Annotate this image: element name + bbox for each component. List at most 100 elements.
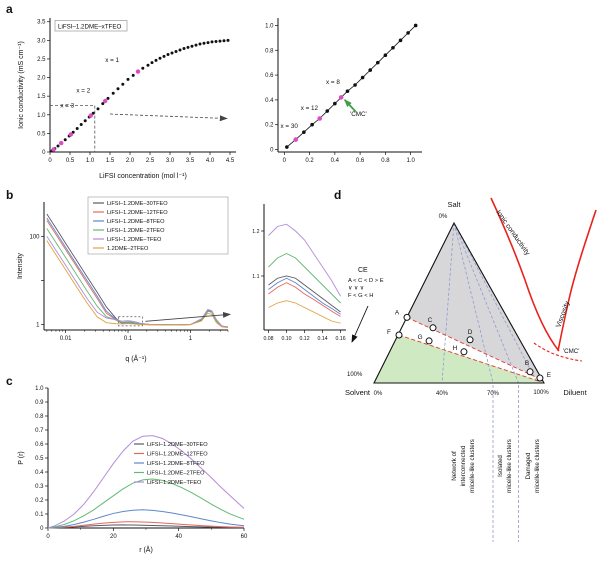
cmc-dashed-curve bbox=[533, 342, 583, 362]
svg-text:1.0: 1.0 bbox=[265, 23, 274, 29]
svg-text:F < G < H: F < G < H bbox=[348, 293, 373, 299]
svg-text:LiFSI concentration (mol l⁻¹): LiFSI concentration (mol l⁻¹) bbox=[99, 173, 187, 180]
panel-a-zoom-chart: 0 0.2 0.4 0.6 0.8 1.0 0 0.2 0.4 0.6 0.8 1.0 x = 30 x … bbox=[265, 18, 422, 164]
a-right-highlight-points bbox=[293, 95, 344, 142]
svg-text:C: C bbox=[428, 317, 433, 324]
panel-d-ternary-diagram: Ionic conductivity Viscosity 'CMC' A F C G D H B E… bbox=[345, 197, 597, 542]
svg-text:LiFSI–1.2DME–30TFEO: LiFSI–1.2DME–30TFEO bbox=[147, 442, 208, 448]
svg-text:Salt: Salt bbox=[448, 200, 462, 209]
composition-points: A F C G D H B E bbox=[387, 309, 551, 382]
svg-text:3.5: 3.5 bbox=[37, 20, 46, 26]
panel-d-label: d bbox=[334, 188, 342, 202]
panel-c-pr-chart: 0 20 40 60 0 0.1 0.2 0.3 0.4 0.5 0.6 0.7 0.8 0.9 1.0 r … bbox=[18, 386, 248, 554]
svg-text:1.2: 1.2 bbox=[252, 229, 259, 235]
zoom-arrow bbox=[145, 311, 231, 322]
svg-text:60: 60 bbox=[241, 534, 248, 540]
svg-text:0%: 0% bbox=[374, 391, 383, 397]
svg-text:0.6: 0.6 bbox=[35, 442, 44, 448]
svg-text:interconnected: interconnected bbox=[460, 445, 467, 486]
svg-text:LiFSI–1.2DME–2TFEO: LiFSI–1.2DME–2TFEO bbox=[107, 228, 165, 234]
svg-text:x = 3: x = 3 bbox=[60, 102, 74, 109]
panel-b-saxs-chart: 0.01 0.1 1 1 100 q (Å⁻¹) Intensity LiFSI–1.2DME… bbox=[17, 196, 231, 363]
svg-text:4.0: 4.0 bbox=[206, 158, 215, 164]
svg-text:LiFSI–1.2DME–30TFEO: LiFSI–1.2DME–30TFEO bbox=[107, 201, 168, 207]
ce-axis-arrow bbox=[351, 305, 369, 343]
svg-text:x = 30: x = 30 bbox=[281, 123, 299, 130]
svg-text:0.9: 0.9 bbox=[35, 400, 44, 406]
svg-text:100%: 100% bbox=[347, 372, 363, 378]
svg-text:∨ ∨ ∨: ∨ ∨ ∨ bbox=[348, 286, 364, 292]
svg-text:x = 12: x = 12 bbox=[301, 105, 319, 112]
svg-text:1.0: 1.0 bbox=[406, 158, 415, 164]
svg-text:Isolated: Isolated bbox=[497, 455, 504, 477]
svg-text:100%: 100% bbox=[533, 390, 549, 396]
svg-text:P (r): P (r) bbox=[18, 451, 25, 464]
b-series-5 bbox=[46, 240, 229, 329]
svg-text:0.4: 0.4 bbox=[265, 98, 274, 104]
a-right-series bbox=[285, 23, 418, 149]
svg-text:0: 0 bbox=[283, 158, 287, 164]
svg-text:x = 8: x = 8 bbox=[326, 79, 340, 86]
svg-text:0: 0 bbox=[270, 148, 274, 154]
b-legend: LiFSI–1.2DME–30TFEO LiFSI–1.2DME–12TFEO Li… bbox=[87, 196, 229, 255]
svg-text:x = 1: x = 1 bbox=[105, 57, 119, 64]
svg-text:1.0: 1.0 bbox=[37, 113, 46, 119]
svg-text:1.0: 1.0 bbox=[35, 386, 44, 392]
svg-text:0.2: 0.2 bbox=[35, 498, 44, 504]
svg-text:0.1: 0.1 bbox=[35, 512, 44, 518]
svg-text:0.2: 0.2 bbox=[305, 158, 314, 164]
svg-text:0.14: 0.14 bbox=[318, 336, 328, 342]
region-gray bbox=[406, 223, 544, 383]
svg-text:70%: 70% bbox=[487, 391, 500, 397]
svg-text:1: 1 bbox=[36, 322, 40, 328]
svg-text:Ionic conductivity: Ionic conductivity bbox=[494, 209, 531, 257]
svg-text:G: G bbox=[418, 334, 423, 341]
svg-text:0.12: 0.12 bbox=[299, 336, 309, 342]
svg-text:100: 100 bbox=[29, 234, 40, 240]
svg-text:40: 40 bbox=[175, 534, 182, 540]
panel-a-label: a bbox=[6, 2, 13, 16]
svg-text:1.2DME–2TFEO: 1.2DME–2TFEO bbox=[107, 246, 149, 252]
b-series-2 bbox=[46, 217, 229, 328]
panel-b-saxs-zoom-chart: 0.08 0.10 0.12 0.14 0.16 1.1 1.2 bbox=[252, 204, 346, 342]
svg-text:LiFSI–1.2DME–TFEO: LiFSI–1.2DME–TFEO bbox=[107, 237, 162, 243]
svg-text:0.08: 0.08 bbox=[263, 336, 273, 342]
svg-text:0: 0 bbox=[48, 158, 52, 164]
svg-text:LiFSI–1.2DME–12TFEO: LiFSI–1.2DME–12TFEO bbox=[147, 452, 208, 458]
panel-c-label: c bbox=[6, 374, 13, 388]
c-legend: LiFSI–1.2DME–30TFEO LiFSI–1.2DME–12TFEO Li… bbox=[134, 442, 208, 486]
svg-text:0: 0 bbox=[40, 526, 44, 532]
svg-text:0.5: 0.5 bbox=[35, 456, 44, 462]
b-series-4 bbox=[46, 236, 229, 328]
c-series-1 bbox=[47, 521, 245, 529]
svg-text:H: H bbox=[453, 345, 458, 352]
svg-text:micelle-like clusters: micelle-like clusters bbox=[506, 439, 513, 493]
svg-text:Intensity: Intensity bbox=[17, 252, 24, 279]
b-zoom-series-1 bbox=[268, 252, 341, 304]
b-zoom-series-5 bbox=[268, 300, 341, 324]
svg-text:LiFSI–1.2DME–2TFEO: LiFSI–1.2DME–2TFEO bbox=[147, 471, 205, 477]
svg-text:2.0: 2.0 bbox=[37, 76, 46, 82]
svg-text:0.6: 0.6 bbox=[356, 158, 365, 164]
panel-b-label: b bbox=[6, 188, 14, 202]
svg-text:CE: CE bbox=[358, 267, 368, 274]
svg-text:1.5: 1.5 bbox=[106, 158, 115, 164]
b-zoom-series-2 bbox=[268, 275, 341, 313]
svg-text:1.5: 1.5 bbox=[37, 94, 46, 100]
svg-text:'CMC': 'CMC' bbox=[350, 111, 367, 118]
viscosity-curve bbox=[557, 209, 597, 352]
svg-text:0.8: 0.8 bbox=[265, 48, 274, 54]
c-series-2 bbox=[47, 509, 245, 529]
svg-text:4.5: 4.5 bbox=[226, 158, 235, 164]
svg-text:LiFSI–1.2DME–8TFEO: LiFSI–1.2DME–8TFEO bbox=[107, 219, 165, 225]
svg-text:0: 0 bbox=[46, 534, 50, 540]
svg-text:3.0: 3.0 bbox=[166, 158, 175, 164]
svg-text:Network of: Network of bbox=[451, 451, 458, 481]
svg-text:0.5: 0.5 bbox=[37, 131, 46, 137]
svg-text:q (Å⁻¹): q (Å⁻¹) bbox=[125, 354, 146, 363]
svg-text:E: E bbox=[547, 372, 551, 379]
svg-text:20: 20 bbox=[110, 534, 117, 540]
zoom-box bbox=[118, 316, 143, 327]
svg-text:0.16: 0.16 bbox=[336, 336, 346, 342]
